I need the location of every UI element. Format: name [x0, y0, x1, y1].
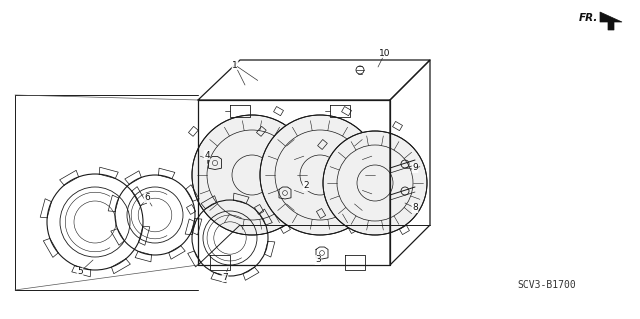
Bar [186, 204, 196, 214]
Bar [273, 107, 284, 116]
Bar [392, 122, 403, 131]
Bar [280, 224, 291, 234]
Text: 8: 8 [412, 204, 418, 212]
Bar [188, 126, 198, 136]
Text: 9: 9 [412, 164, 418, 173]
Bar [257, 126, 266, 136]
Text: SCV3-B1700: SCV3-B1700 [518, 280, 577, 290]
Text: 7: 7 [222, 272, 228, 281]
Bar [399, 225, 410, 234]
Text: 6: 6 [144, 194, 150, 203]
Polygon shape [600, 12, 622, 30]
Text: FR.: FR. [579, 13, 598, 23]
Circle shape [192, 115, 312, 235]
Text: 10: 10 [380, 48, 391, 57]
Text: 2: 2 [303, 182, 309, 190]
Circle shape [260, 115, 380, 235]
Text: 3: 3 [315, 256, 321, 264]
Bar [255, 204, 264, 214]
Text: 1: 1 [232, 61, 238, 70]
Text: 4: 4 [204, 151, 210, 160]
Bar [342, 107, 351, 116]
Bar [316, 209, 326, 219]
Text: 5: 5 [77, 268, 83, 277]
Bar [349, 224, 358, 234]
Bar [317, 139, 327, 150]
Circle shape [323, 131, 427, 235]
